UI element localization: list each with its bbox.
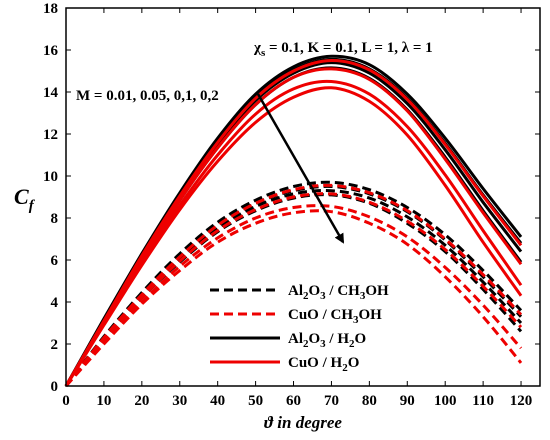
legend-label-part: / CH (326, 283, 361, 299)
legend-label-part: 3 (360, 290, 366, 302)
x-tick-label: 110 (472, 393, 494, 409)
legend-label: CuO / H2O (288, 355, 359, 374)
series-line (64, 67, 523, 387)
legend-label-part: 3 (353, 314, 359, 326)
series-line (64, 183, 523, 387)
legend-label: Al2O3 / H2O (288, 331, 366, 350)
y-axis-title: Cf (14, 184, 36, 214)
params-chi-sub: s (261, 47, 266, 59)
legend-label-part: OH (365, 283, 389, 299)
y-tick-label: 2 (51, 337, 59, 353)
params-annotation: χs = 0.1, K = 0.1, L = 1, λ = 1 (253, 40, 433, 59)
x-tick-label: 120 (510, 393, 533, 409)
series-line (64, 204, 523, 387)
x-tick-label: 20 (134, 393, 149, 409)
y-tick-label: 14 (43, 85, 59, 101)
legend-label-part: O (309, 283, 321, 299)
y-tick-label: 6 (51, 253, 59, 269)
x-tick-label: 80 (362, 393, 377, 409)
params-chi: χ (253, 40, 262, 56)
x-tick-label: 40 (210, 393, 225, 409)
legend-label-part: / H (326, 331, 350, 347)
legend-label-part: O (355, 331, 367, 347)
legend-label-part: O (309, 331, 321, 347)
series-line (64, 209, 523, 388)
x-tick-label: 60 (286, 393, 301, 409)
x-tick-label: 30 (172, 393, 187, 409)
legend-label-part: 2 (349, 338, 355, 350)
series-layer (64, 54, 523, 388)
legend-label: CuO / CH3OH (288, 307, 382, 326)
legend-label-part: Al (288, 331, 303, 347)
x-tick-label: 10 (96, 393, 111, 409)
series-line (64, 58, 523, 387)
legend-label-part: 2 (303, 290, 309, 302)
trend-arrow (256, 93, 345, 244)
x-tick-label: 70 (324, 393, 339, 409)
y-tick-label: 10 (43, 169, 58, 185)
y-tick-label: 8 (51, 211, 59, 227)
series-line (64, 192, 523, 387)
x-axis-title: ϑ in degree (264, 413, 342, 432)
series-line (64, 79, 523, 387)
m-annotation: M = 0.01, 0.05, 0,1, 0,2 (76, 88, 219, 104)
y-tick-label: 18 (43, 1, 58, 17)
legend-label-part: OH (359, 307, 383, 323)
y-tick-label: 0 (51, 379, 59, 395)
legend-label-part: 3 (320, 338, 326, 350)
legend-label-part: 3 (320, 290, 326, 302)
legend-label-part: CuO / H (288, 355, 343, 371)
y-tick-label: 12 (43, 127, 58, 143)
x-tick-label: 0 (62, 393, 70, 409)
plot-frame (65, 7, 541, 387)
y-axis-title-main: C (14, 184, 29, 209)
y-tick-label: 16 (43, 43, 59, 59)
legend-label-part: 2 (303, 338, 309, 350)
legend-label-part: O (348, 355, 360, 371)
y-axis-title-sub: f (29, 198, 36, 214)
ticks-layer: 0 10 20 30 40 50 60 70 80 90 100 110 120 0 2 4 6 8 10 12 14 1… (43, 1, 540, 409)
y-tick-label: 4 (51, 295, 59, 311)
series-line (64, 86, 523, 387)
x-tick-label: 90 (400, 393, 415, 409)
x-tick-label: 100 (434, 393, 457, 409)
legend-label-part: CuO / CH (288, 307, 353, 323)
legend-label-part: Al (288, 283, 303, 299)
x-tick-label: 50 (248, 393, 263, 409)
legend-label-part: 2 (342, 362, 348, 374)
params-rest: = 0.1, K = 0.1, L = 1, λ = 1 (265, 40, 432, 56)
legend-label: Al2O3 / CH3OH (288, 283, 389, 302)
